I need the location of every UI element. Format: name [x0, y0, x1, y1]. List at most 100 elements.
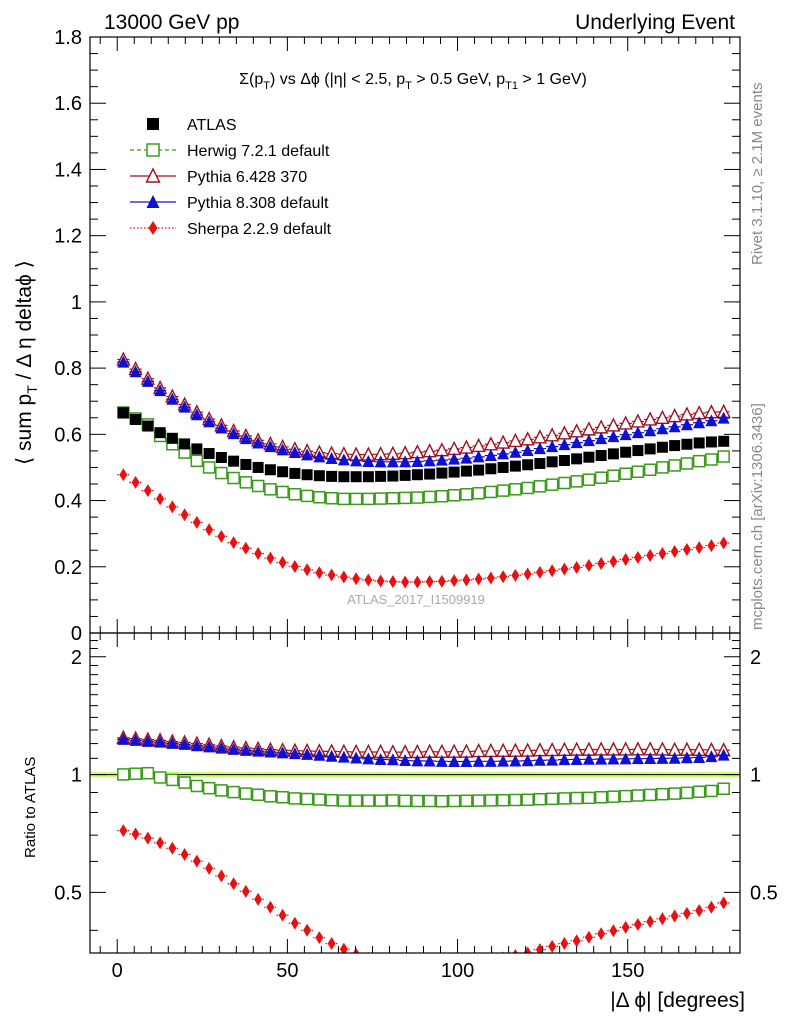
main-sherpa-2-2-9-default-point	[131, 475, 140, 489]
ratio-sherpa-2-2-9-default-point	[290, 916, 299, 930]
ratio-pythia-8-308-default-point	[644, 752, 657, 765]
main-pythia-8-308-default-point	[203, 415, 216, 428]
main-pythia-8-308-default-point	[190, 408, 203, 421]
main-pythia-8-308-default-point	[631, 426, 644, 439]
main-herwig-7-2-1-default-point	[594, 471, 608, 484]
main-pythia-8-308-default-point	[141, 374, 154, 387]
main-herwig-7-2-1-default-point	[607, 469, 620, 482]
main-atlas-point	[362, 471, 374, 483]
ratio-pythia-8-308-default-point	[276, 746, 289, 759]
main-pythia-8-308-default-point	[533, 442, 546, 455]
ratio-sherpa-2-2-9-default-point	[548, 939, 557, 953]
ratio-herwig-7-2-1-default-point	[423, 794, 436, 808]
ratio-pythia-8-308-default-point	[668, 751, 681, 764]
ratio-sherpa-2-2-9-default-point	[646, 915, 655, 929]
ratio-sherpa-2-2-9-default-point	[156, 836, 165, 850]
main-atlas-point	[497, 461, 509, 473]
ratio-pythia-8-308-default-point	[411, 754, 424, 767]
ratio-sherpa-2-2-9-default-point	[401, 960, 409, 973]
main-atlas-point	[264, 464, 276, 476]
ratio-pythia-8-308-default-point	[313, 748, 326, 761]
ratio-sherpa-2-2-9-default-point	[377, 955, 385, 968]
ratio-sherpa-2-2-9-default-point	[315, 931, 324, 945]
main-pythia-8-308-default-point	[717, 411, 730, 424]
main-herwig-7-2-1-default-point	[643, 463, 657, 477]
ratio-y-tick-label-right: 2	[750, 647, 761, 669]
ratio-herwig-7-2-1-default-point	[533, 792, 547, 806]
legend-marker	[145, 167, 161, 183]
legend-label: Sherpa 2.2.9 default	[187, 221, 332, 238]
ratio-sherpa-2-2-9-default-point	[254, 892, 263, 906]
main-herwig-7-2-1-default-point	[705, 453, 718, 466]
ratio-sherpa-2-2-9-default-point	[180, 847, 189, 861]
ratio-herwig-7-2-1-default-point	[362, 794, 375, 807]
ratio-pythia-8-308-default-point	[448, 754, 461, 767]
ratio-pythia-8-308-default-point	[252, 744, 265, 757]
ratio-sherpa-2-2-9-default-point	[719, 896, 728, 910]
main-pythia-8-308-default-point	[117, 355, 130, 368]
ratio-sherpa-2-2-9-default-point	[512, 948, 518, 953]
ratio-y-tick-label-left: 0.5	[54, 882, 82, 904]
main-herwig-7-2-1-default-point	[239, 476, 253, 489]
ratio-sherpa-2-2-9-default-point	[119, 824, 128, 838]
main-sherpa-2-2-9-default-point	[646, 549, 655, 563]
ratio-herwig-7-2-1-default-point	[386, 794, 400, 807]
ratio-pythia-8-308-default-point	[350, 751, 363, 764]
ratio-pythia-8-308-default-point	[595, 752, 608, 765]
main-y-tick-label: 0.6	[54, 424, 82, 446]
ratio-sherpa-2-2-9-default-point	[658, 912, 667, 926]
main-sherpa-2-2-9-default-point	[315, 566, 324, 580]
main-atlas-point	[130, 413, 142, 425]
main-herwig-7-2-1-default-point	[570, 475, 583, 488]
legend-label: Pythia 8.308 default	[187, 195, 329, 212]
ratio-sherpa-2-2-9-default-point	[707, 900, 716, 914]
main-y-tick-label: 0	[71, 623, 82, 645]
mcplots-label: mcplots.cern.ch [arXiv:1306.3436]	[749, 403, 766, 630]
ratio-pythia-8-308-default-point	[693, 750, 706, 763]
main-pythia-8-308-default-point	[705, 414, 718, 427]
main-sherpa-2-2-9-default-point	[180, 508, 189, 522]
main-atlas-point	[534, 457, 546, 469]
main-sherpa-2-2-9-default-point	[168, 500, 177, 514]
ratio-sherpa-2-2-9-default-point	[487, 954, 495, 967]
ratio-herwig-7-2-1-default-point	[325, 793, 338, 807]
main-herwig-7-2-1-default-point	[484, 485, 498, 499]
x-tick-label: 100	[441, 960, 474, 982]
main-sherpa-2-2-9-default-point	[339, 570, 348, 584]
axes: 0 50 100 150 0 0.2 0.4 0.6 0.8 1 1.2 1.4 1.6 1.8 0.5 0.…	[54, 27, 778, 982]
main-y-axis-label: ⟨ sum pT / Δ η deltaϕ ⟩	[13, 260, 40, 465]
main-pythia-8-308-default-point	[362, 454, 375, 467]
main-y-axis-label-a: ⟨ sum p	[13, 394, 36, 465]
main-atlas-point	[705, 436, 717, 448]
main-pythia-8-308-default-point	[656, 422, 669, 435]
ratio-herwig-7-2-1-default-point	[619, 789, 632, 803]
main-sherpa-2-2-9-default-point	[633, 551, 642, 565]
ratio-pythia-8-308-default-point	[374, 752, 387, 765]
main-pythia-8-308-default-point	[693, 416, 706, 429]
ratio-herwig-7-2-1-default-point	[166, 773, 179, 787]
main-sherpa-2-2-9-default-point	[707, 539, 716, 553]
ratio-sherpa-2-2-9-default-point	[682, 906, 691, 920]
legend-marker	[147, 118, 159, 130]
ratio-herwig-7-2-1-default-point	[668, 787, 681, 800]
ratio-herwig-7-2-1-default-point	[251, 788, 265, 802]
main-herwig-7-2-1-default-point	[582, 473, 596, 486]
main-herwig-7-2-1-default-point	[313, 490, 326, 504]
main-atlas-point	[620, 446, 632, 458]
main-sherpa-2-2-9-default-point	[450, 574, 459, 588]
main-herwig-7-2-1-default-point	[619, 467, 632, 480]
main-sherpa-2-2-9-default-point	[156, 492, 165, 506]
main-pythia-8-308-default-point	[129, 365, 142, 378]
ratio-sherpa-2-2-9-default-point	[584, 930, 593, 944]
ratio-herwig-7-2-1-default-point	[190, 779, 204, 793]
ratio-sherpa-2-2-9-default-point	[303, 923, 312, 937]
main-pythia-8-308-default-point	[239, 432, 252, 445]
main-herwig-7-2-1-default-point	[264, 483, 277, 496]
main-pythia-8-308-default-point	[460, 451, 473, 464]
main-sherpa-2-2-9-default-point	[523, 567, 532, 581]
main-sherpa-2-2-9-default-point	[254, 547, 263, 561]
main-sherpa-2-2-9-default-point	[425, 575, 434, 589]
main-pythia-8-308-default-point	[374, 455, 387, 468]
ratio-sherpa-2-2-9-default-point	[353, 947, 360, 953]
main-sherpa-2-2-9-default-point	[511, 568, 520, 582]
